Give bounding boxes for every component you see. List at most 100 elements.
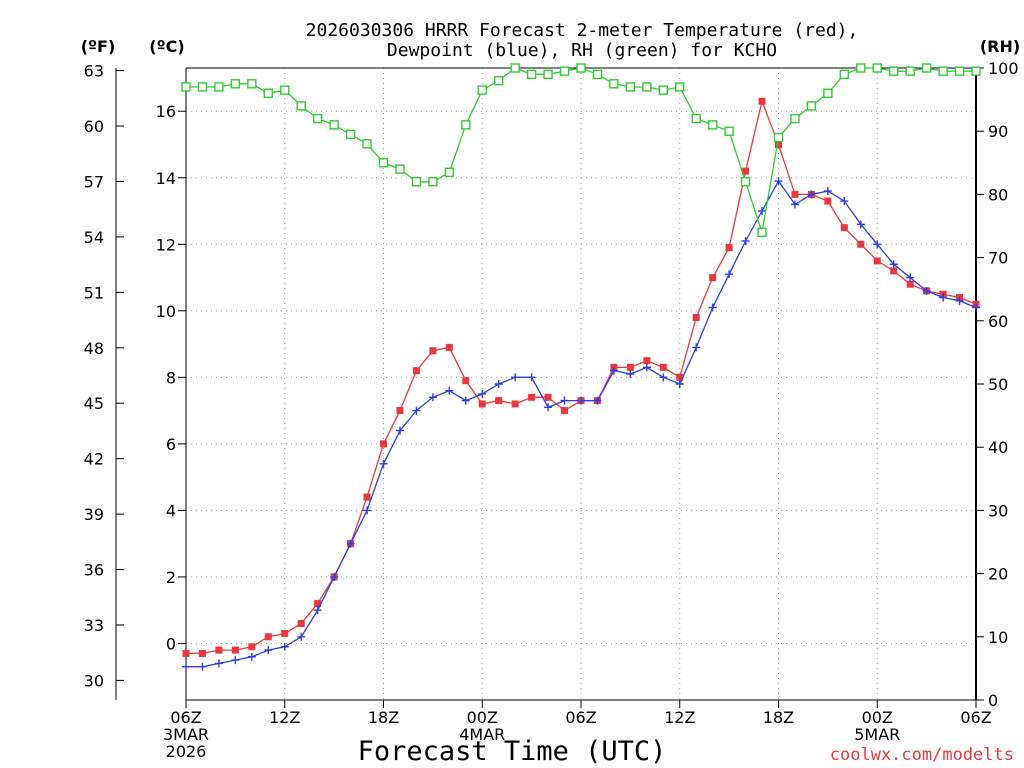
rh-tick-label: 20 (988, 565, 1008, 584)
dewpoint-c-point (609, 366, 618, 375)
dewpoint-c-point (807, 190, 816, 199)
rh-point (543, 69, 553, 80)
temperature-c-point (791, 190, 799, 198)
celsius-tick-label: 4 (166, 501, 176, 520)
axes: 0 2 4 6 8 10 12 14 16 30 33 36 39 42 45 48 51 54 57 60 63 0 10… (84, 59, 1019, 761)
temperature-c-point (380, 440, 387, 448)
temperature-c-point (396, 407, 404, 415)
dewpoint-c-point (692, 343, 701, 352)
dewpoint-c-point (577, 396, 585, 405)
rh-point (395, 164, 405, 174)
temperature-c-point (692, 313, 700, 321)
temperature-c-point (198, 649, 206, 657)
temperature-c-point (544, 393, 552, 401)
rh-point (806, 101, 817, 111)
x-tick-label: 18Z (763, 708, 794, 727)
rh-tick-label: 0 (988, 691, 998, 710)
rh-point (839, 69, 850, 80)
rh-point (625, 82, 636, 92)
dewpoint-c-point (264, 646, 273, 655)
dewpoint-c-point (823, 187, 832, 196)
rh-point (312, 113, 323, 124)
dewpoint-c-point (840, 197, 849, 206)
dewpoint-c-point (527, 373, 536, 382)
temperature-c-point (626, 363, 634, 371)
rh-tick-label: 80 (988, 185, 1008, 204)
dewpoint-c-point (511, 373, 520, 382)
rh-point (823, 88, 833, 98)
temperature-c-point (314, 600, 322, 608)
temperature-c-point (231, 646, 239, 654)
rh-tick-label: 60 (988, 312, 1008, 331)
temperature-c-point (643, 357, 651, 365)
dewpoint-c-point (675, 380, 684, 388)
temperature-c-point (478, 400, 486, 408)
temperature-c-point (511, 400, 519, 408)
celsius-unit-label: (ºC) (149, 37, 184, 56)
rh-point (411, 177, 422, 187)
dewpoint-c-point (198, 662, 207, 671)
dewpoint-c-point (214, 659, 223, 668)
dewpoint-c-point (544, 403, 553, 412)
x-tick-label: 00Z (467, 708, 498, 727)
rh-point (609, 79, 619, 89)
dewpoint-c-point (280, 642, 289, 651)
rh-point (773, 132, 784, 143)
rh-tick-label: 30 (988, 501, 1008, 520)
temperature-c-point (363, 493, 371, 501)
rh-point (724, 126, 734, 136)
date-label: 5MAR (854, 725, 900, 744)
chart-title-line1: 2026030306 HRRR Forecast 2-meter Tempera… (306, 20, 859, 41)
fahrenheit-tick-label: 45 (84, 394, 104, 413)
date-label: 2026 (166, 742, 207, 761)
fahrenheit-tick-label: 30 (84, 671, 104, 690)
rh-point (757, 227, 767, 238)
rh-tick-label: 50 (988, 375, 1008, 394)
x-tick-label: 06Z (565, 708, 596, 727)
rh-point (296, 101, 306, 111)
x-tick-label: 06Z (170, 708, 201, 727)
temperature-c-point (676, 373, 684, 381)
rh-point (214, 82, 224, 92)
fahrenheit-unit-label: (ºF) (81, 37, 116, 56)
dewpoint-c-point (856, 220, 865, 229)
temperature-c-point (412, 367, 420, 375)
rh-point (444, 167, 455, 177)
rh-point (971, 66, 981, 76)
temperature-c-point (725, 244, 733, 252)
data-series (181, 63, 981, 671)
temperature-c-point (248, 643, 256, 651)
dewpoint-c-point (182, 662, 190, 671)
rh-tick-label: 10 (988, 628, 1008, 647)
rh-point (675, 82, 685, 92)
rh-point (461, 120, 471, 130)
temperature-c-point (906, 280, 914, 288)
dewpoint-c-point (395, 426, 404, 435)
rh-point (362, 139, 372, 149)
watermark: coolwx.com/modelts (830, 745, 1014, 765)
rh-tick-label: 90 (988, 122, 1008, 141)
temperature-c-point (462, 377, 470, 385)
rh-point (477, 85, 487, 95)
dewpoint-c-point (593, 396, 602, 405)
dewpoint-c-point (922, 286, 931, 295)
temperature-c-point (264, 633, 272, 641)
x-axis-label: Forecast Time (UTC) (358, 736, 667, 767)
temperature-c-point (495, 397, 503, 405)
temperature-c-point (857, 240, 865, 248)
dewpoint-c-point (560, 396, 569, 405)
dewpoint-c-point (445, 386, 454, 395)
dewpoint-c-point (708, 303, 717, 312)
rh-point (707, 120, 718, 130)
temperature-c-point (824, 197, 832, 205)
date-label: 3MAR (163, 725, 209, 744)
dewpoint-c-point (725, 270, 734, 279)
x-tick-label: 12Z (664, 708, 695, 727)
rh-point (658, 85, 668, 95)
fahrenheit-tick-label: 36 (84, 561, 104, 580)
fahrenheit-tick-label: 48 (84, 339, 104, 358)
rh-point (494, 75, 504, 86)
dewpoint-c-point (297, 632, 306, 641)
dewpoint-c-point (889, 260, 898, 269)
date-label: 4MAR (459, 725, 505, 744)
